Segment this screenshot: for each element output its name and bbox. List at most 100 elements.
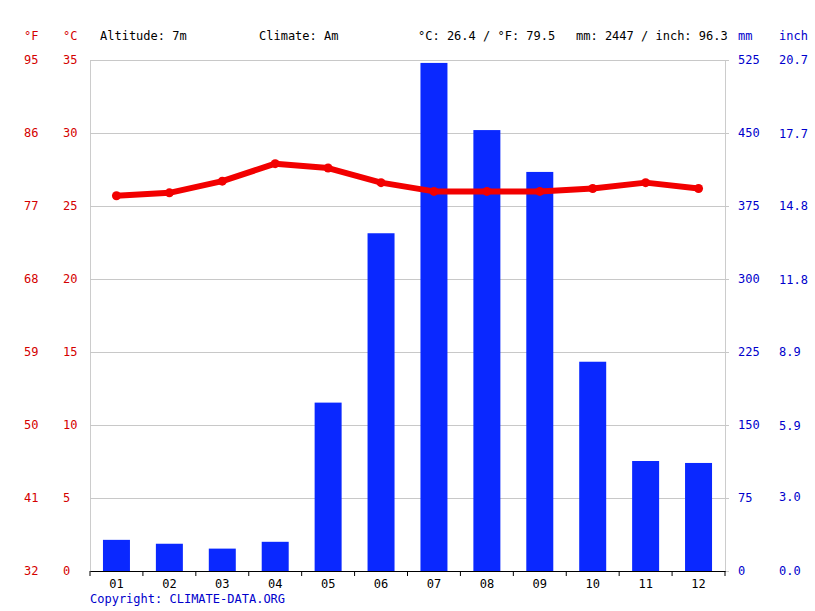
y-axis-tick-label: 35: [63, 53, 77, 67]
x-tick: 04: [268, 571, 282, 591]
y2-axis: [725, 61, 729, 572]
y2-tick: [725, 133, 729, 134]
marker: [271, 159, 280, 168]
y-axis-tick: 30: [63, 126, 77, 140]
y-axis-tick: 5: [63, 491, 70, 505]
y-f-axis-tick-label: 95: [24, 53, 38, 67]
bar: [209, 549, 236, 571]
x-boundary-tick: [301, 571, 302, 576]
y2-inch-title: inch: [779, 29, 808, 43]
x-tick-label: 11: [638, 577, 652, 591]
y-f-axis: 3241505968778695: [24, 53, 38, 578]
y2-inch-axis-tick-label: 3.0: [779, 490, 801, 504]
bar: [526, 172, 553, 571]
y-tick: [90, 425, 725, 426]
x-tick-label: 01: [109, 577, 123, 591]
y2-axis-labels-tick-label: 75: [738, 491, 752, 505]
y2-axis-labels-tick: 375: [738, 199, 760, 213]
grid-line: [90, 425, 725, 426]
marker: [112, 191, 121, 200]
grid-line: [90, 60, 725, 61]
x-tick: 11: [638, 571, 652, 591]
grid-line: [90, 498, 725, 499]
y2-axis-labels-tick-label: 375: [738, 199, 760, 213]
x-tick: 10: [585, 571, 599, 591]
y-f-axis-tick: 50: [24, 418, 38, 432]
x-tick: 07: [427, 571, 441, 591]
y2-inch-axis-tick-label: 0.0: [779, 564, 801, 578]
y2-tick-mark: [725, 206, 729, 207]
grid-line: [90, 133, 725, 134]
x-boundary-tick: [407, 571, 408, 576]
y2-tick-mark: [725, 352, 729, 353]
y-axis-tick-label: 10: [63, 418, 77, 432]
y2-axis-labels-tick: 225: [738, 345, 760, 359]
y2-axis-labels-tick-label: 300: [738, 272, 760, 286]
y-f-title: °F: [24, 29, 38, 43]
y2-axis-labels-tick: 0: [738, 564, 745, 578]
y-f-axis-tick: 32: [24, 564, 38, 578]
y2-inch-axis-tick-label: 11.8: [779, 273, 808, 287]
annotation: mm: 2447 / inch: 96.3: [576, 29, 728, 43]
x-boundary-tick: [672, 571, 673, 576]
y2-inch-axis-tick: 3.0: [779, 490, 801, 504]
y-axis-tick: 25: [63, 199, 77, 213]
marker: [429, 187, 438, 196]
y2-tick-mark: [725, 60, 729, 61]
bars: [103, 63, 712, 571]
bar: [368, 233, 395, 571]
x-boundary-tick: [460, 571, 461, 576]
y2-inch-axis-tick: 20.7: [779, 53, 808, 67]
marker: [535, 187, 544, 196]
y2-inch-axis-tick: 11.8: [779, 273, 808, 287]
grid-line: [90, 206, 725, 207]
y2-inch-axis-tick-label: 5.9: [779, 419, 801, 433]
y2-axis-labels-tick: 150: [738, 418, 760, 432]
y2-axis-line: [726, 61, 730, 572]
bar: [315, 403, 342, 571]
y2-tick: [725, 571, 729, 572]
x-tick-label: 12: [691, 577, 705, 591]
y-f-axis-tick: 59: [24, 345, 38, 359]
x-tick: 06: [374, 571, 388, 591]
y2-tick: [725, 60, 729, 61]
x-tick-label: 08: [480, 577, 494, 591]
y2-axis-labels-tick-label: 0: [738, 564, 745, 578]
bar: [262, 542, 289, 571]
y-f-axis-tick-label: 41: [24, 491, 38, 505]
x-boundary-tick: [354, 571, 355, 576]
y2-tick: [725, 425, 729, 426]
y-axis-tick-label: 30: [63, 126, 77, 140]
y-f-axis-tick: 41: [24, 491, 38, 505]
y-axis-line: [91, 61, 726, 572]
y-f-axis-tick: 68: [24, 272, 38, 286]
annotation: °C: 26.4 / °F: 79.5: [418, 29, 555, 43]
bar: [632, 461, 659, 571]
annotation: Copyright: CLIMATE-DATA.ORG: [90, 592, 285, 606]
y-axis-tick: 10: [63, 418, 77, 432]
plot-area: [103, 63, 712, 571]
y2-inch-axis-tick-label: 14.8: [779, 199, 808, 213]
y2-title: mm: [738, 29, 752, 43]
y-grid: [90, 61, 725, 572]
y-f-axis-tick-label: 32: [24, 564, 38, 578]
y2-tick: [725, 279, 729, 280]
x-tick-label: 09: [533, 577, 547, 591]
y2-axis-labels-tick-label: 225: [738, 345, 760, 359]
annotation: Altitude: 7m: [100, 29, 187, 43]
annotation: Climate: Am: [259, 29, 338, 43]
x-boundary-tick: [90, 571, 91, 576]
y-f-axis-tick-label: 68: [24, 272, 38, 286]
marker: [218, 177, 227, 186]
x-boundary-tick: [195, 571, 196, 576]
y-f-axis-tick: 95: [24, 53, 38, 67]
y2-tick: [725, 352, 729, 353]
x-tick-label: 10: [585, 577, 599, 591]
y2-inch-axis-tick: 5.9: [779, 419, 801, 433]
y-tick: [90, 352, 725, 353]
y-f-axis-tick-label: 59: [24, 345, 38, 359]
y2-axis-labels-tick: 450: [738, 126, 760, 140]
grid-line: [90, 352, 725, 353]
y-axis-tick-label: 25: [63, 199, 77, 213]
markers: [112, 159, 703, 200]
